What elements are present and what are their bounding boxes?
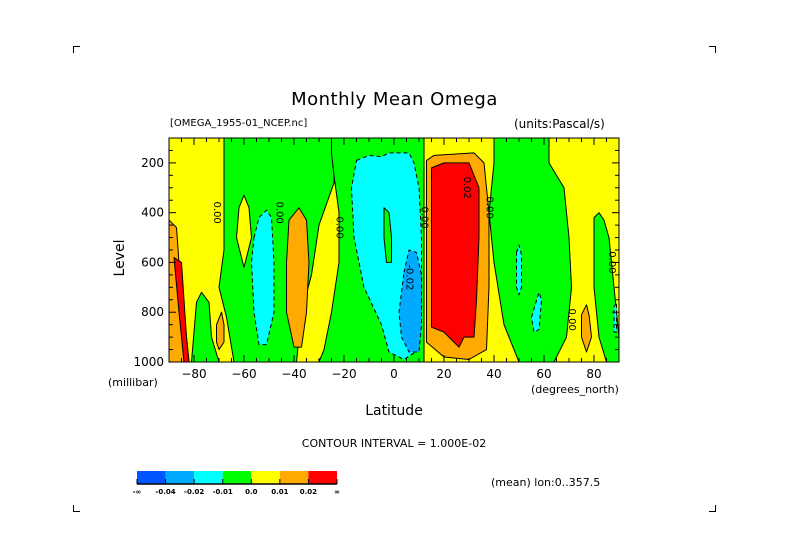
contour-region-14	[431, 162, 480, 348]
y-axis-label: Level	[112, 240, 128, 277]
chart-title: Monthly Mean Omega	[291, 89, 498, 110]
x-tick-label: −40	[281, 367, 306, 381]
x-tick-label: −20	[331, 367, 356, 381]
contour-region-12	[398, 249, 422, 353]
x-axis-label: Latitude	[365, 403, 423, 419]
contour-region-3	[251, 209, 275, 346]
x-tick-label: 80	[586, 367, 601, 381]
x-tick-label: −60	[231, 367, 256, 381]
x-tick-label: 60	[536, 367, 551, 381]
contour-region-18	[531, 291, 542, 333]
y-tick-label: 800	[141, 305, 164, 319]
contour-label: 0.00	[419, 207, 430, 229]
colorbar-label: 0.02	[300, 488, 317, 496]
contour-region-19	[581, 304, 592, 353]
x-tick-label: −80	[181, 367, 206, 381]
file-label: [OMEGA_1955-01_NCEP.nc]	[170, 118, 308, 129]
contour-label: 0.00	[606, 251, 617, 273]
contour-region-11	[383, 207, 392, 263]
contour-fill-layer	[169, 138, 619, 362]
contour-label: 0.02	[461, 177, 472, 199]
x-tick-label: 40	[486, 367, 501, 381]
contour-label: 0.00	[334, 216, 345, 238]
contour-region-8	[173, 257, 190, 362]
crop-mark-bottom-right	[709, 505, 716, 512]
contour-labels: 0.00 0.00 0.00 0.00 -0.02 0.02 0.00 0.00 0.00	[211, 177, 617, 331]
colorbar-label: -0.01	[213, 488, 233, 496]
contour-region-6	[216, 311, 225, 351]
colorbar-swatch	[308, 471, 337, 484]
colorbar: -∞ -0.04 -0.02 -0.01 0.0 0.01 0.02 ∞	[133, 471, 340, 496]
contour-region-17	[516, 244, 522, 296]
y-tick-label: 200	[141, 156, 164, 170]
y-tick-label: 600	[141, 255, 164, 269]
colorbar-label: -∞	[133, 488, 142, 496]
y-axis-ticks: 200 400 600 800 1000	[133, 137, 619, 369]
y-tick-label: 1000	[133, 355, 164, 369]
colorbar-label: -0.04	[155, 488, 175, 496]
colorbar-swatch	[251, 471, 280, 484]
x-axis-ticks: −80 −60 −40 −20 0 20 40 60 80	[168, 138, 620, 381]
contour-region-16	[593, 212, 619, 362]
colorbar-label: -0.02	[184, 488, 204, 496]
contour-region-4	[286, 207, 310, 348]
colorbar-label: 0.0	[245, 488, 258, 496]
contour-label: 0.00	[274, 202, 285, 224]
contour-region-20	[613, 301, 617, 333]
crop-mark-bottom-left	[73, 505, 80, 512]
contour-region-2	[236, 194, 252, 268]
crop-mark-top-right	[709, 46, 716, 53]
x-tick-label: 0	[390, 367, 398, 381]
contour-region-15	[488, 138, 572, 362]
colorbar-swatch	[165, 471, 195, 484]
contour-label: 0.00	[484, 197, 495, 219]
contour-interval-label: CONTOUR INTERVAL = 1.000E-02	[302, 437, 486, 450]
colorbar-swatch	[279, 471, 309, 484]
contour-label: 0.00	[211, 202, 222, 224]
footer-label: (mean) lon:0..357.5	[491, 476, 600, 489]
x-tick-label: 20	[436, 367, 451, 381]
colorbar-swatch	[137, 471, 166, 484]
colorbar-swatch	[222, 471, 252, 484]
y-tick-label: 400	[141, 206, 164, 220]
crop-mark-top-left	[73, 46, 80, 53]
y-axis-units: (millibar)	[108, 376, 158, 389]
colorbar-label: 0.01	[271, 488, 288, 496]
colorbar-label: ∞	[334, 488, 340, 496]
contour-label: 0.00	[566, 309, 577, 331]
contour-label: -0.02	[404, 264, 415, 290]
contour-region-5	[191, 291, 220, 362]
colorbar-swatch	[194, 471, 223, 484]
units-label: (units:Pascal/s)	[514, 117, 605, 131]
x-axis-units: (degrees_north)	[531, 383, 619, 396]
